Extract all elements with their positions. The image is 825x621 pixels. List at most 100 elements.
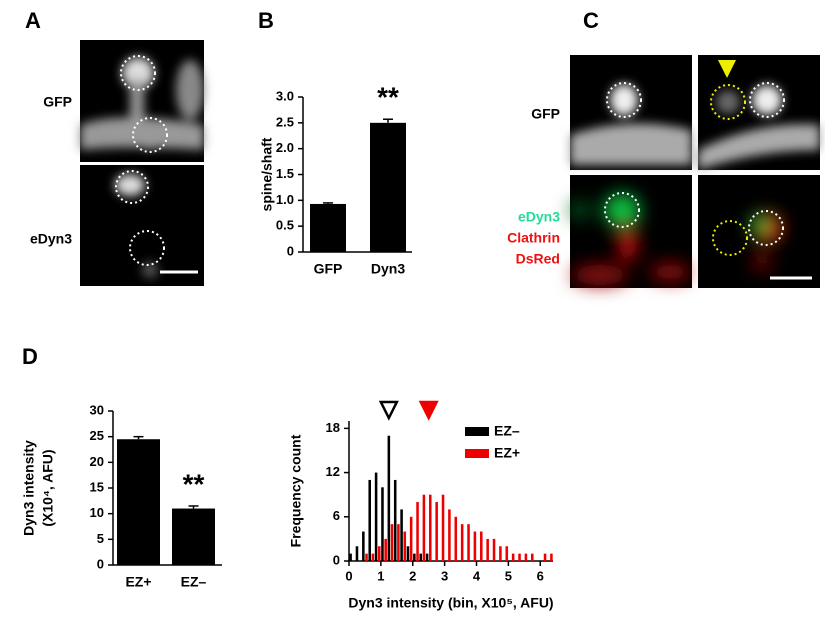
x-tick-label: 1 [377, 568, 384, 583]
median-marker [418, 400, 439, 421]
histogram-bar [480, 531, 483, 561]
y-tick-label: 12 [326, 464, 340, 479]
histogram-bar [448, 509, 451, 561]
y-axis-label: spine/shaft [259, 137, 275, 211]
y-tick-label: 3.0 [276, 88, 294, 103]
histogram-bar [505, 546, 509, 561]
image-label: Clathrin [507, 230, 560, 246]
y-tick-label: 18 [326, 420, 340, 435]
y-tick-label: 1.0 [276, 192, 294, 207]
bar [117, 439, 160, 565]
y-axis-label: Frequency count [288, 434, 304, 547]
bar [172, 508, 215, 565]
panel-label: C [583, 8, 599, 33]
histogram-bar [460, 524, 464, 561]
y-tick-label: 5 [97, 531, 104, 546]
annotation: ** [183, 468, 205, 499]
histogram-bar [435, 502, 438, 561]
histogram-bar [429, 494, 432, 561]
histogram-bar [419, 553, 422, 561]
image-a-bottom [80, 165, 204, 286]
histogram-bar [384, 538, 387, 561]
histogram-bar [374, 472, 378, 561]
y-tick-label: 2.5 [276, 114, 294, 129]
x-tick-label: Dyn3 [371, 261, 405, 277]
image-label: eDyn3 [518, 209, 560, 225]
histogram-bar [387, 435, 391, 561]
y-tick-label: 25 [90, 428, 104, 443]
x-tick-label: 4 [473, 568, 481, 583]
legend-swatch [465, 449, 489, 458]
legend-label: EZ– [494, 423, 520, 439]
panel-label: B [258, 8, 274, 33]
x-tick-label: 3 [441, 568, 448, 583]
panel-label: D [22, 344, 38, 369]
histogram-bar [550, 553, 553, 561]
image-c-2 [698, 55, 820, 170]
histogram-bar [400, 509, 403, 561]
image-c-3 [570, 175, 692, 288]
image-label: GFP [43, 94, 72, 110]
y-tick-label: 2.0 [276, 140, 294, 155]
histogram-bar [441, 494, 445, 561]
x-tick-label: 0 [345, 568, 352, 583]
histogram-bar [511, 553, 515, 561]
legend-label: EZ+ [494, 445, 520, 461]
histogram-bar [486, 538, 489, 561]
y-tick-label: 0 [287, 243, 294, 258]
bar [370, 122, 406, 252]
x-tick-label: 6 [537, 568, 544, 583]
histogram-bar [473, 531, 477, 561]
y-tick-label: 0 [333, 552, 340, 567]
y-axis-label: (X10⁴, AFU) [40, 449, 56, 526]
image-c-4 [698, 175, 820, 288]
y-tick-label: 20 [90, 454, 104, 469]
histogram-bar [371, 553, 375, 561]
histogram-bar [467, 524, 470, 561]
histogram-bar [365, 553, 368, 561]
y-tick-label: 30 [90, 402, 104, 417]
x-tick-label: 5 [505, 568, 512, 583]
x-tick-label: 2 [409, 568, 416, 583]
histogram-bar [393, 479, 397, 561]
histogram-bar [524, 553, 528, 561]
histogram-bar [378, 546, 381, 561]
histogram-bar [390, 524, 394, 561]
histogram-bar [518, 553, 521, 561]
histogram-bar [425, 553, 429, 561]
image-c-1 [570, 55, 692, 170]
histogram-bar [403, 531, 407, 561]
y-tick-label: 10 [90, 505, 104, 520]
histogram-bar [381, 487, 384, 561]
y-tick-label: 0 [97, 556, 104, 571]
image-label: eDyn3 [30, 231, 72, 247]
bar [310, 203, 346, 252]
legend-swatch [465, 427, 489, 436]
y-axis-label: Dyn3 intensity [21, 440, 37, 536]
x-axis-label: Dyn3 intensity (bin, X10⁵, AFU) [348, 595, 553, 611]
histogram-bar [416, 502, 419, 561]
histogram-bar [531, 553, 534, 561]
histogram-bar [413, 553, 416, 561]
panel-label: A [25, 8, 41, 33]
x-tick-label: EZ– [181, 574, 207, 590]
histogram-bar [362, 531, 365, 561]
histogram-bar [499, 546, 502, 561]
histogram-bar [543, 553, 547, 561]
image-label: DsRed [516, 251, 560, 267]
image-label: GFP [531, 106, 560, 122]
y-tick-label: 0.5 [276, 218, 294, 233]
x-tick-label: EZ+ [125, 574, 151, 590]
histogram-bar [355, 546, 359, 561]
median-marker [378, 400, 399, 421]
histogram-bar [406, 546, 410, 561]
histogram-bar [422, 494, 426, 561]
image-a-top [80, 40, 204, 162]
histogram-bar [349, 553, 352, 561]
histogram-bar [492, 538, 496, 561]
annotation: ** [377, 82, 399, 113]
y-tick-label: 1.5 [276, 166, 294, 181]
histogram-bar [409, 516, 413, 561]
x-tick-label: GFP [314, 261, 343, 277]
histogram-bar [454, 516, 458, 561]
